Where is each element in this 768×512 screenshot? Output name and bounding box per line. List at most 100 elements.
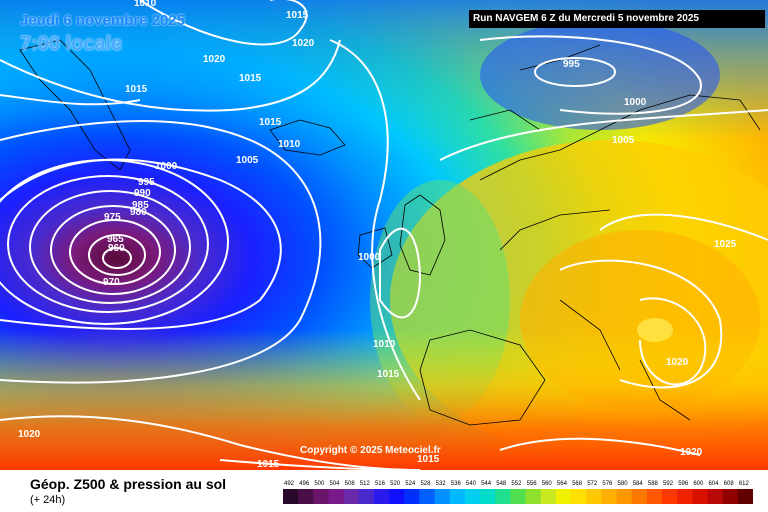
scale-swatch <box>646 489 663 504</box>
scale-swatch <box>419 489 436 504</box>
scale-swatch <box>434 489 451 504</box>
isobar-label: 1020 <box>18 429 41 440</box>
isobar-label: 1015 <box>259 117 282 128</box>
scale-swatch <box>601 489 618 504</box>
scale-label: 528 <box>420 481 431 487</box>
isobar-label: 1010 <box>134 0 157 9</box>
scale-swatch <box>737 489 753 504</box>
scale-label: 580 <box>618 481 629 487</box>
legend-title: Géop. Z500 & pression au sol <box>30 476 227 492</box>
isobar-label: 1020 <box>203 54 226 65</box>
scale-label: 612 <box>739 481 750 487</box>
isobar-label: 1015 <box>286 10 309 21</box>
scale-label: 508 <box>345 481 356 487</box>
scale-swatch <box>464 489 481 504</box>
scale-label: 584 <box>633 481 644 487</box>
scale-label: 608 <box>724 481 735 487</box>
scale-swatch <box>343 489 360 504</box>
isobar-label: 1005 <box>612 135 635 146</box>
scale-swatch <box>692 489 709 504</box>
isobar-label: 1020 <box>292 38 315 49</box>
scale-label: 568 <box>572 481 583 487</box>
forecast-date: Jeudi 6 novembre 2025 <box>20 12 186 29</box>
isobar-label: 965 <box>107 234 124 245</box>
scale-label: 512 <box>360 481 371 487</box>
isobar-label: 1005 <box>236 155 259 166</box>
isobar-label: 975 <box>104 212 121 223</box>
scale-swatch <box>571 489 587 504</box>
scale-swatch <box>373 489 390 504</box>
scale-label: 604 <box>709 481 720 487</box>
weather-map: 1010 1015 1015 1020 1020 1015 995 1000 1015 1010 1… <box>0 0 768 470</box>
copyright-text: Copyright © 2025 Meteociel.fr <box>300 445 441 456</box>
scale-label: 520 <box>390 481 401 487</box>
scale-label: 560 <box>542 481 553 487</box>
scale-swatch <box>722 489 739 504</box>
isobar-label: 1015 <box>257 459 280 470</box>
isobar-label: 1015 <box>377 369 400 380</box>
isobar-label: 960 <box>108 243 125 254</box>
scale-swatch <box>677 489 693 504</box>
scale-label: 576 <box>602 481 613 487</box>
scale-label: 536 <box>451 481 462 487</box>
scale-label: 492 <box>284 481 295 487</box>
forecast-time: 7:00 locale <box>20 33 123 55</box>
isobar-label: 1015 <box>417 454 440 465</box>
scale-swatch <box>662 489 678 504</box>
scale-swatch <box>707 489 724 504</box>
isobar-label: 990 <box>134 188 151 199</box>
isobar-label: 1020 <box>666 357 689 368</box>
scale-swatch <box>358 489 375 504</box>
scale-swatch <box>328 489 345 504</box>
scandinavian-low-field <box>480 20 720 130</box>
scale-label: 552 <box>511 481 522 487</box>
scale-swatch <box>510 489 527 504</box>
isobar-label: 1025 <box>714 239 737 250</box>
scale-label: 516 <box>375 481 386 487</box>
isobar-label: 1015 <box>239 73 262 84</box>
run-info: Run NAVGEM 6 Z du Mercredi 5 novembre 20… <box>469 10 765 28</box>
southern-field <box>0 330 768 470</box>
isobar-label: 1000 <box>155 161 178 172</box>
scale-label: 496 <box>299 481 310 487</box>
scale-swatch <box>586 489 602 504</box>
isobar-label: 985 <box>132 200 149 211</box>
scale-label: 504 <box>329 481 340 487</box>
scale-label: 600 <box>693 481 704 487</box>
isobar-label: 1020 <box>680 447 703 458</box>
isobar-label: 995 <box>138 177 155 188</box>
scale-swatch <box>313 489 329 504</box>
scale-swatch <box>298 489 314 504</box>
scale-swatch <box>631 489 648 504</box>
legend-subtitle: (+ 24h) <box>30 494 66 506</box>
scale-label: 500 <box>314 481 325 487</box>
scale-swatch <box>449 489 466 504</box>
scale-swatch <box>540 489 557 504</box>
isobar-labels: 1010101510151020102010159951000101510101… <box>18 0 737 470</box>
isobar-label: 1015 <box>125 84 148 95</box>
scale-swatch <box>525 489 542 504</box>
scale-label: 556 <box>527 481 538 487</box>
scale-label: 596 <box>678 481 689 487</box>
scale-swatch <box>495 489 511 504</box>
scale-label: 548 <box>496 481 507 487</box>
scale-swatch <box>555 489 572 504</box>
isobar-label: 970 <box>103 277 120 288</box>
isobar-label: 1000 <box>358 252 381 263</box>
scale-label: 524 <box>405 481 416 487</box>
scale-label: 564 <box>557 481 568 487</box>
scale-swatch <box>283 489 299 504</box>
scale-label: 592 <box>663 481 674 487</box>
isobar-label: 980 <box>130 207 147 218</box>
scale-label: 540 <box>466 481 477 487</box>
geopotential-map-canvas: 1010101510151020102010159951000101510101… <box>0 0 768 470</box>
scale-swatch <box>404 489 420 504</box>
scale-label: 572 <box>587 481 598 487</box>
isobar-lines <box>0 0 768 470</box>
isobar-label: 995 <box>563 59 580 70</box>
scale-swatch <box>616 489 633 504</box>
color-scale: 492 496 500 504 508 512 516 520 524 528 532 536 540 5… <box>283 481 753 504</box>
scale-swatch <box>389 489 405 504</box>
scale-label: 544 <box>481 481 492 487</box>
scale-swatch <box>480 489 496 504</box>
